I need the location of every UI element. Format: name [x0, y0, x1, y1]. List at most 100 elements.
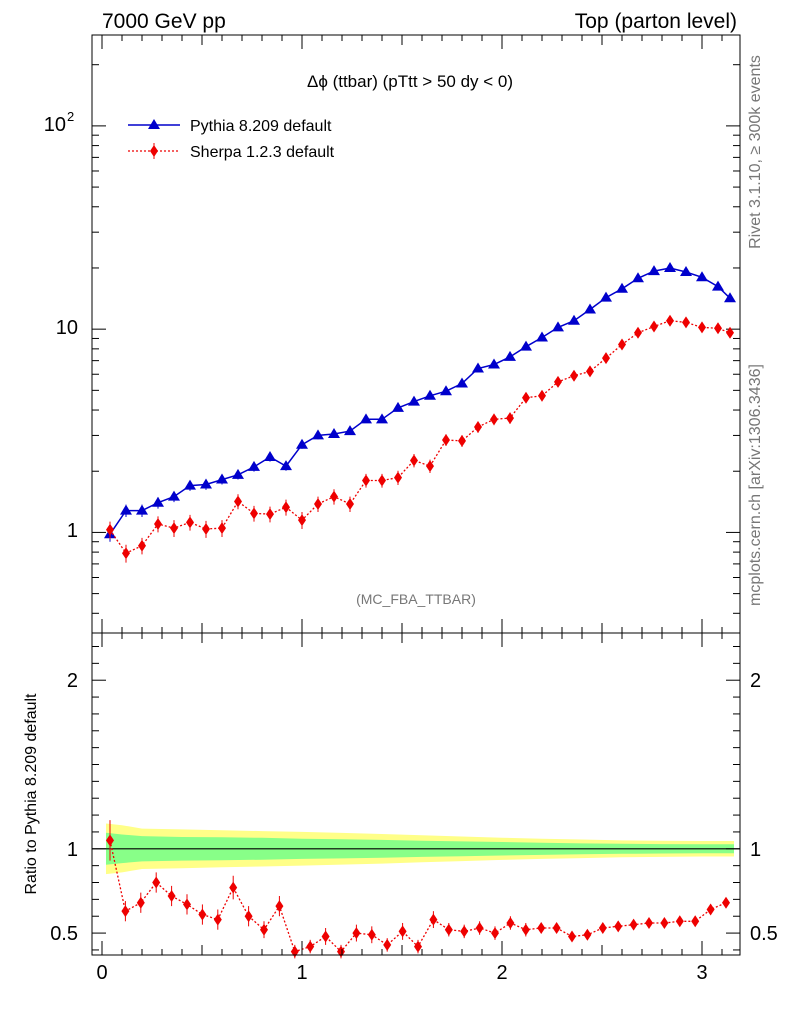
sherpa-marker [154, 518, 162, 531]
sherpa-marker [586, 365, 594, 378]
ratio-sherpa-marker [429, 913, 438, 926]
pythia-marker [248, 460, 260, 471]
pythia-marker [152, 496, 164, 507]
sherpa-marker [618, 338, 626, 351]
mcplots-reference-label: mcplots.cern.ch [arXiv:1306.3436] [747, 364, 764, 606]
ratio-y-tick-label-right: 0.5 [750, 923, 778, 945]
pythia-marker [520, 340, 532, 351]
ratio-sherpa-marker [475, 922, 484, 935]
sherpa-marker [346, 497, 354, 510]
sherpa-marker [634, 326, 642, 339]
rivet-version-label: Rivet 3.1.10, ≥ 300k events [747, 55, 764, 249]
y-tick-label-1: 1 [67, 520, 78, 542]
main-panel: 1 10 10 2 Δϕ (ttbar) (pTtt > 50 dy < 0) … [44, 34, 741, 634]
sherpa-marker [138, 539, 146, 552]
legend-pythia-label: Pythia 8.209 default [190, 118, 332, 135]
sherpa-marker [410, 454, 418, 467]
ratio-sherpa-marker [521, 923, 530, 936]
sherpa-marker [726, 326, 734, 339]
pythia-series-line [109, 267, 731, 535]
sherpa-marker [682, 316, 690, 329]
ratio-sherpa-marker [183, 898, 191, 911]
pythia-marker [232, 468, 244, 479]
sherpa-marker [426, 460, 434, 473]
sherpa-marker [330, 490, 338, 503]
pythia-marker [312, 429, 324, 440]
sherpa-marker [442, 433, 450, 446]
x-tick-label: 3 [696, 962, 707, 984]
sherpa-marker [522, 391, 530, 404]
ratio-sherpa-marker [352, 927, 361, 940]
y-tick-label-10: 10 [56, 317, 78, 339]
pythia-marker [184, 479, 196, 490]
header-left: 7000 GeV pp [102, 10, 226, 33]
pythia-marker [680, 266, 692, 277]
ratio-sherpa-marker [722, 896, 730, 909]
ratio-sherpa-marker [491, 927, 499, 940]
ratio-sherpa-marker [383, 938, 392, 951]
sherpa-series-line [109, 320, 731, 555]
ratio-y-tick-label-right: 1 [750, 839, 761, 861]
ratio-tick-labels: 0.5 0.5 1 1 2 2 0 1 2 3 [50, 670, 778, 984]
ratio-sherpa-marker [598, 922, 607, 935]
sherpa-marker [282, 501, 290, 514]
main-panel-ticks [92, 35, 740, 633]
pythia-marker [296, 438, 308, 449]
pythia-marker [376, 413, 388, 424]
analysis-id-label: (MC_FBA_TTBAR) [356, 591, 476, 607]
ratio-series [106, 820, 730, 959]
pythia-marker [216, 473, 228, 484]
ratio-y-tick-label: 2 [67, 670, 78, 692]
pythia-marker [168, 490, 180, 501]
ratio-sherpa-marker [629, 918, 638, 931]
ratio-sherpa-marker [706, 903, 715, 916]
ratio-sherpa-marker [213, 913, 222, 926]
pythia-marker [120, 504, 132, 515]
ratio-y-tick-label: 0.5 [50, 923, 78, 945]
main-series [104, 261, 736, 563]
ratio-sherpa-marker [152, 876, 161, 889]
sherpa-marker [538, 389, 546, 402]
ratio-sherpa-marker [367, 928, 376, 941]
ratio-sherpa-marker [552, 922, 561, 935]
ratio-sherpa-marker [275, 900, 284, 913]
sherpa-marker [266, 508, 274, 521]
ratio-panel-ticks [92, 633, 740, 955]
pythia-marker [632, 272, 644, 283]
ratio-panel: 0.5 0.5 1 1 2 2 0 1 2 3 Ratio to Pythia 8.209 def… [23, 632, 778, 984]
pythia-marker [136, 504, 148, 515]
ratio-sherpa-marker [398, 925, 407, 938]
pythia-marker [568, 314, 580, 325]
pythia-marker [648, 265, 660, 276]
ratio-sherpa-marker [290, 945, 299, 958]
ratio-sherpa-marker [198, 908, 207, 921]
pythia-marker [488, 358, 500, 369]
sherpa-marker [106, 523, 114, 536]
ratio-sherpa-marker [506, 916, 515, 929]
ratio-sherpa-marker [229, 881, 238, 894]
main-y-tick-labels: 1 10 10 2 [44, 109, 78, 542]
x-tick-label: 0 [96, 962, 107, 984]
ratio-sherpa-marker [414, 940, 422, 953]
sherpa-marker [186, 516, 194, 529]
pythia-marker [712, 280, 724, 291]
pythia-marker [616, 282, 628, 293]
pythia-marker [664, 261, 676, 272]
legend: Pythia 8.209 default Sherpa 1.2.3 defaul… [128, 118, 335, 161]
sherpa-marker [234, 495, 242, 508]
sherpa-marker [554, 375, 562, 388]
sherpa-marker [378, 474, 386, 487]
sherpa-marker [202, 522, 210, 535]
pythia-marker [504, 350, 516, 361]
sherpa-marker [362, 474, 370, 487]
pythia-marker [200, 478, 212, 489]
ratio-sherpa-marker [675, 915, 684, 928]
ratio-sherpa-marker [167, 889, 176, 902]
y-tick-label-100: 10 [44, 114, 66, 136]
sherpa-marker [298, 514, 306, 527]
pythia-marker [280, 460, 292, 471]
y-tick-label-100-exponent: 2 [67, 109, 74, 124]
sherpa-marker [698, 321, 706, 334]
ratio-sherpa-marker [460, 925, 469, 938]
ratio-sherpa-marker [136, 896, 145, 909]
